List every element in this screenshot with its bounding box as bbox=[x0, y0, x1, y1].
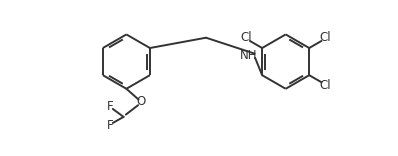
Text: O: O bbox=[137, 95, 146, 108]
Text: Cl: Cl bbox=[240, 31, 252, 44]
Text: NH: NH bbox=[240, 49, 258, 62]
Text: F: F bbox=[107, 119, 114, 132]
Text: Cl: Cl bbox=[319, 31, 331, 44]
Text: Cl: Cl bbox=[319, 79, 331, 93]
Text: F: F bbox=[107, 100, 114, 113]
